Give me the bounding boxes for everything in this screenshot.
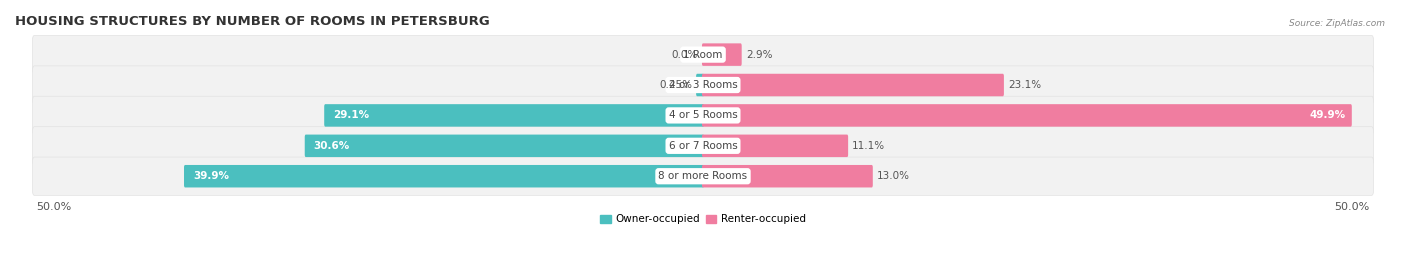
Text: 49.9%: 49.9% xyxy=(1309,110,1346,121)
Legend: Owner-occupied, Renter-occupied: Owner-occupied, Renter-occupied xyxy=(596,210,810,228)
Text: HOUSING STRUCTURES BY NUMBER OF ROOMS IN PETERSBURG: HOUSING STRUCTURES BY NUMBER OF ROOMS IN… xyxy=(15,15,489,28)
Text: 23.1%: 23.1% xyxy=(1008,80,1042,90)
FancyBboxPatch shape xyxy=(32,36,1374,74)
Text: 1 Room: 1 Room xyxy=(683,49,723,60)
FancyBboxPatch shape xyxy=(32,127,1374,165)
Text: 30.6%: 30.6% xyxy=(314,141,350,151)
Text: 2.9%: 2.9% xyxy=(745,49,772,60)
FancyBboxPatch shape xyxy=(32,66,1374,104)
Text: 11.1%: 11.1% xyxy=(852,141,886,151)
Text: 0.0%: 0.0% xyxy=(672,49,697,60)
FancyBboxPatch shape xyxy=(696,74,704,96)
FancyBboxPatch shape xyxy=(702,104,1351,127)
Text: 2 or 3 Rooms: 2 or 3 Rooms xyxy=(669,80,737,90)
Text: 39.9%: 39.9% xyxy=(193,171,229,181)
FancyBboxPatch shape xyxy=(702,74,1004,96)
FancyBboxPatch shape xyxy=(325,104,704,127)
FancyBboxPatch shape xyxy=(32,96,1374,134)
FancyBboxPatch shape xyxy=(702,165,873,187)
Text: 0.45%: 0.45% xyxy=(659,80,692,90)
FancyBboxPatch shape xyxy=(305,134,704,157)
FancyBboxPatch shape xyxy=(702,134,848,157)
FancyBboxPatch shape xyxy=(702,43,742,66)
Text: 6 or 7 Rooms: 6 or 7 Rooms xyxy=(669,141,737,151)
Text: 8 or more Rooms: 8 or more Rooms xyxy=(658,171,748,181)
FancyBboxPatch shape xyxy=(32,157,1374,195)
Text: 13.0%: 13.0% xyxy=(877,171,910,181)
Text: 4 or 5 Rooms: 4 or 5 Rooms xyxy=(669,110,737,121)
Text: Source: ZipAtlas.com: Source: ZipAtlas.com xyxy=(1289,19,1385,28)
FancyBboxPatch shape xyxy=(184,165,704,187)
Text: 29.1%: 29.1% xyxy=(333,110,370,121)
